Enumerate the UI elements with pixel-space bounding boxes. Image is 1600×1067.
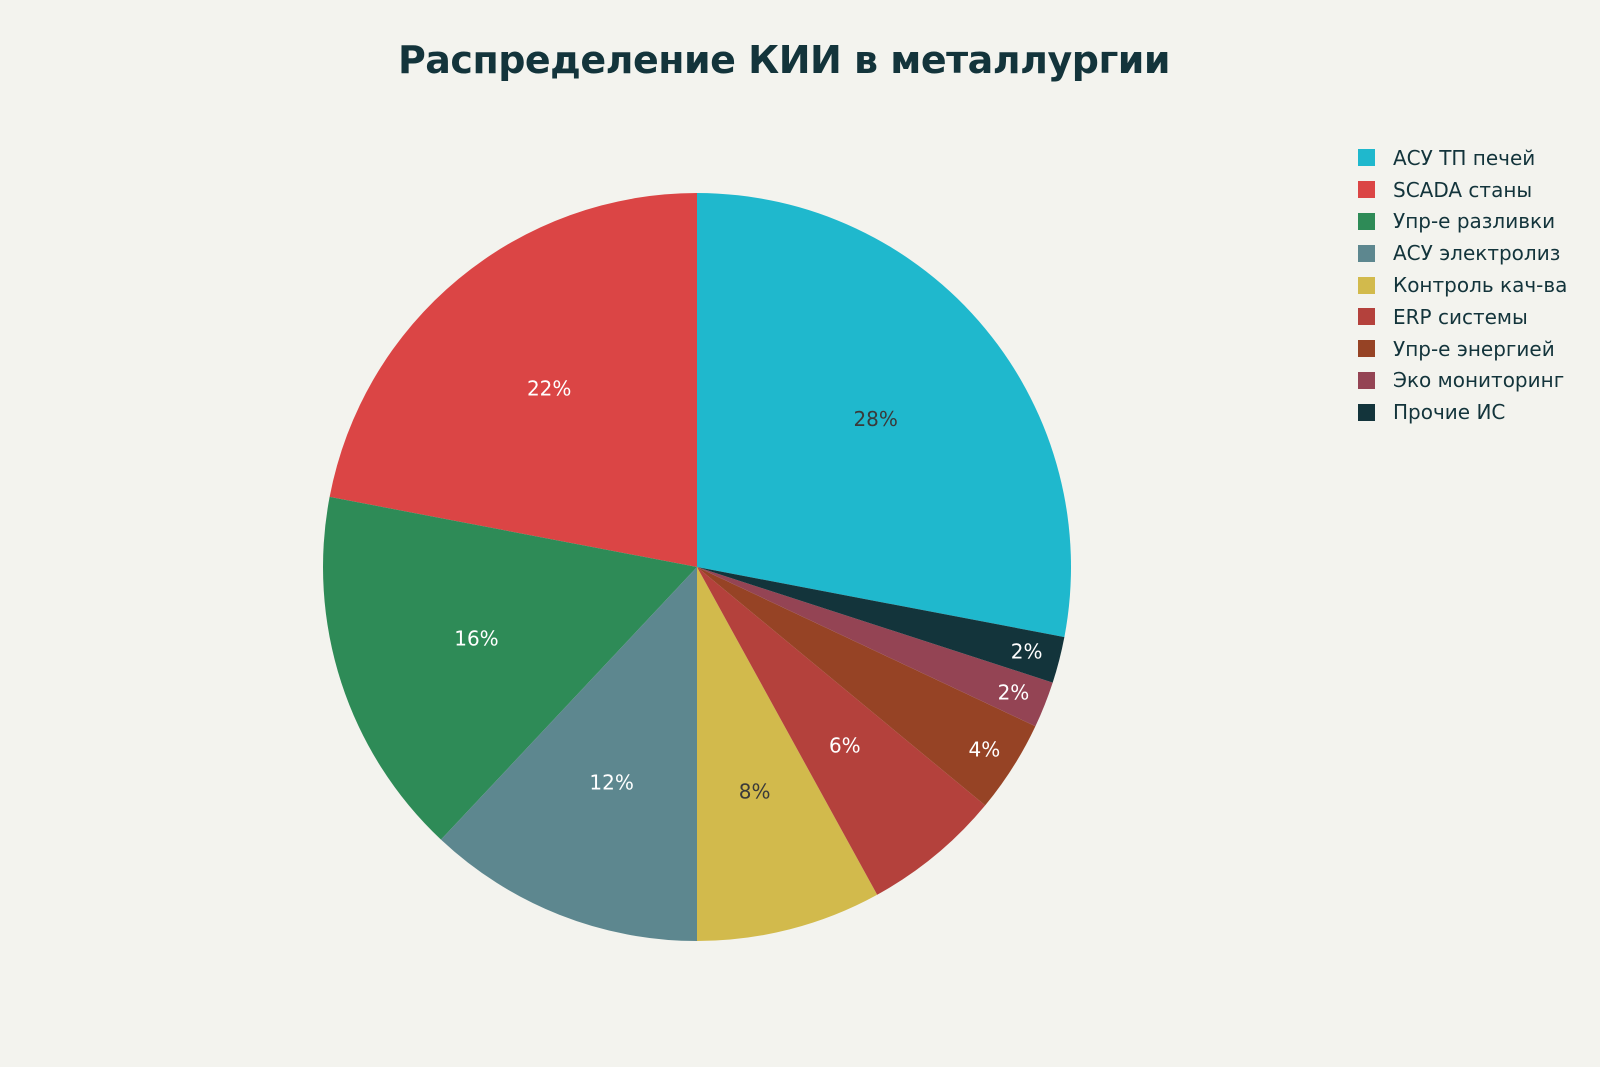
pie-slice[interactable]	[697, 567, 986, 895]
legend-label: Контроль кач-ва	[1393, 273, 1568, 298]
legend-item[interactable]: SCADA станы	[1358, 174, 1567, 206]
legend-swatch-icon	[1358, 308, 1375, 326]
pie-slice[interactable]	[329, 193, 697, 567]
legend-swatch-icon	[1358, 403, 1375, 421]
legend-item[interactable]: ERP системы	[1358, 301, 1567, 333]
legend-label: АСУ ТП печей	[1393, 145, 1536, 170]
legend-swatch-icon	[1358, 181, 1375, 199]
legend-item[interactable]: Упр-е энергией	[1358, 333, 1567, 365]
legend-label: Прочие ИС	[1393, 400, 1506, 425]
legend-item[interactable]: Упр-е разливки	[1358, 206, 1567, 238]
slice-percent-label: 22%	[527, 376, 571, 400]
legend-label: Эко мониторинг	[1393, 368, 1565, 393]
legend-item[interactable]: АСУ электролиз	[1358, 237, 1567, 269]
pie-slice[interactable]	[697, 193, 1072, 638]
slice-percent-label: 28%	[853, 407, 897, 431]
legend-label: АСУ электролиз	[1393, 241, 1561, 266]
slice-percent-label: 4%	[968, 737, 1000, 761]
legend-swatch-icon	[1358, 149, 1375, 167]
legend-label: Упр-е разливки	[1393, 209, 1556, 234]
legend-swatch-icon	[1358, 276, 1375, 294]
slice-percent-label: 16%	[454, 627, 498, 651]
legend-swatch-icon	[1358, 244, 1375, 262]
pie-slice[interactable]	[697, 567, 878, 941]
slice-percent-label: 2%	[998, 680, 1030, 704]
legend-label: ERP системы	[1393, 304, 1528, 329]
pie-slice[interactable]	[697, 567, 1036, 806]
slice-percent-label: 6%	[829, 734, 861, 758]
slice-percent-label: 2%	[1011, 640, 1043, 664]
pie-slice[interactable]	[697, 567, 1053, 727]
legend-swatch-icon	[1358, 212, 1375, 230]
pie-slice[interactable]	[440, 567, 697, 941]
legend-label: Упр-е энергией	[1393, 336, 1555, 361]
legend-item[interactable]: Прочие ИС	[1358, 396, 1567, 428]
legend-swatch-icon	[1358, 371, 1375, 389]
pie-slice[interactable]	[323, 496, 697, 840]
legend-label: SCADA станы	[1393, 177, 1533, 202]
slice-percent-label: 8%	[739, 780, 771, 804]
pie-slice[interactable]	[697, 567, 1065, 683]
legend-item[interactable]: Эко мониторинг	[1358, 365, 1567, 397]
chart-title: Распределение КИИ в металлургии	[397, 38, 1171, 82]
legend-item[interactable]: Контроль кач-ва	[1358, 269, 1567, 301]
legend-item[interactable]: АСУ ТП печей	[1358, 142, 1567, 174]
slice-percent-label: 12%	[589, 771, 633, 795]
legend-swatch-icon	[1358, 340, 1375, 358]
legend: АСУ ТП печей SCADA станы Упр-е разливки АСУ…	[1358, 142, 1567, 428]
